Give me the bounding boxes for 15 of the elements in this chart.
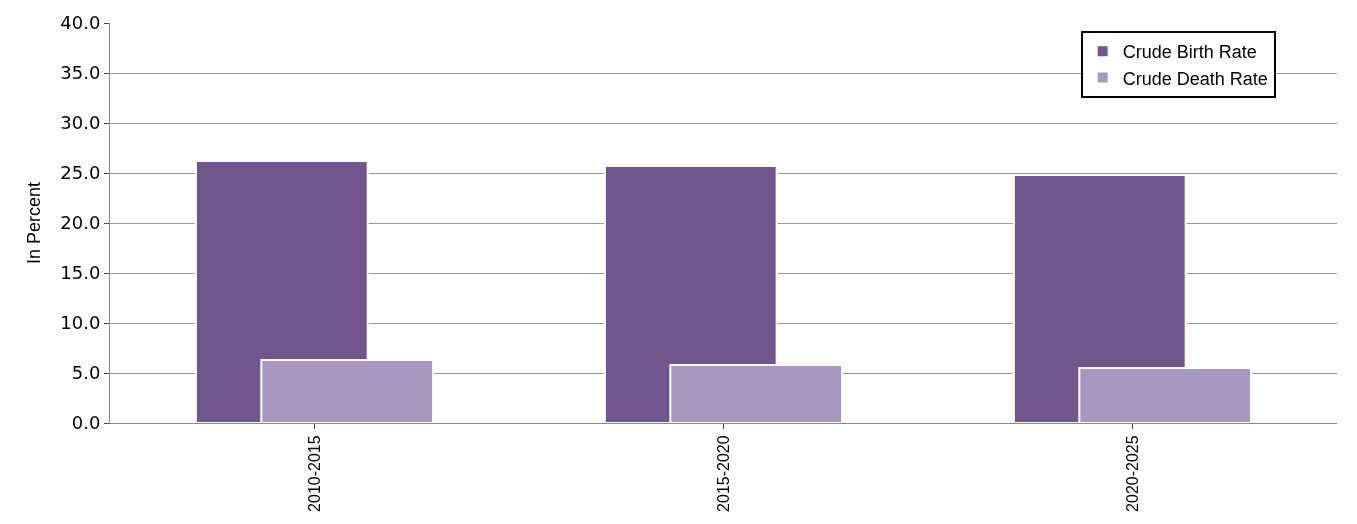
y-tick-label: 30.0 bbox=[60, 112, 101, 134]
legend-label: Crude Death Rate bbox=[1122, 68, 1268, 89]
y-tick-label: 25.0 bbox=[60, 162, 101, 184]
x-tick-label: 2010-2015 bbox=[305, 435, 323, 512]
y-tick-label: 0.0 bbox=[71, 412, 101, 434]
y-tick-label: 35.0 bbox=[60, 62, 101, 84]
legend-label: Crude Birth Rate bbox=[1122, 42, 1257, 63]
y-axis-title: In Percent bbox=[23, 181, 44, 265]
y-tick-label: 10.0 bbox=[60, 312, 101, 334]
x-tick-label: 2015-2020 bbox=[714, 435, 732, 512]
x-tick-label: 2020-2025 bbox=[1123, 435, 1141, 512]
y-tick-label: 15.0 bbox=[60, 262, 101, 284]
y-tick-label: 5.0 bbox=[71, 362, 101, 384]
y-tick-label: 20.0 bbox=[60, 212, 101, 234]
y-tick-label: 40.0 bbox=[60, 12, 101, 34]
